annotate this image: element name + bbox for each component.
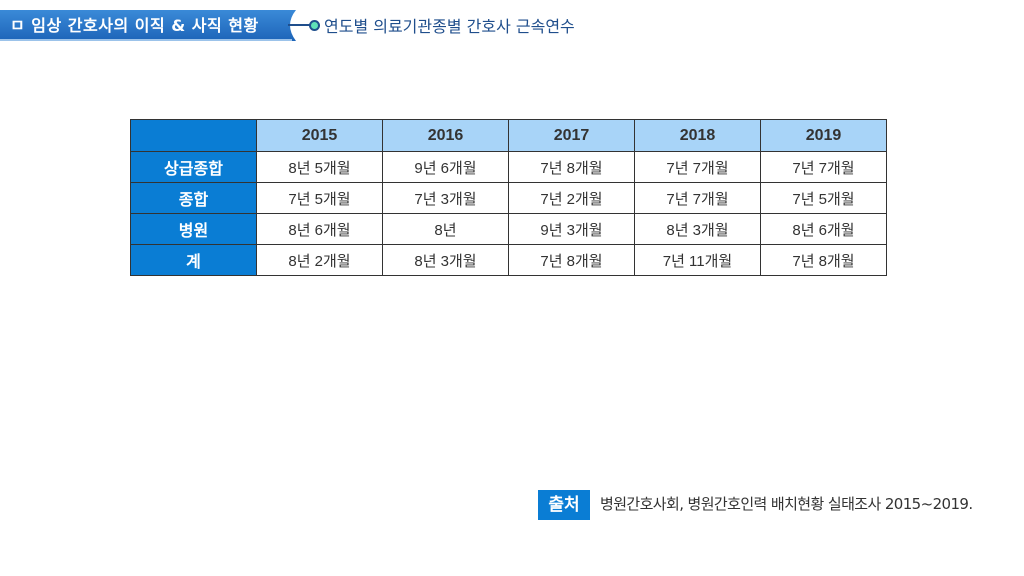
- section-subtitle: 연도별 의료기관종별 간호사 근속연수: [324, 17, 575, 36]
- table-cell: 7년 2개월: [508, 182, 635, 214]
- table-row: 병원 8년 6개월 8년 9년 3개월 8년 3개월 8년 6개월: [130, 213, 887, 245]
- table-cell: 7년 8개월: [508, 151, 635, 183]
- bullet-dot-icon: [309, 20, 320, 31]
- table-cell: 8년 2개월: [256, 244, 383, 276]
- column-header: 2018: [634, 119, 761, 152]
- table-row: 상급종합 8년 5개월 9년 6개월 7년 8개월 7년 7개월 7년 7개월: [130, 151, 887, 183]
- row-header: 상급종합: [130, 151, 257, 183]
- banner-shape: [0, 10, 296, 41]
- connector-line: [288, 24, 312, 26]
- page-title: ㅁ 임상 간호사의 이직 & 사직 현황: [10, 16, 259, 35]
- table-cell: 8년 6개월: [760, 213, 887, 245]
- table-cell: 9년 3개월: [508, 213, 635, 245]
- table-cell: 7년 8개월: [760, 244, 887, 276]
- table-cell: 8년 3개월: [382, 244, 509, 276]
- corner-cell: [130, 119, 257, 152]
- table-row: 종합 7년 5개월 7년 3개월 7년 2개월 7년 7개월 7년 5개월: [130, 182, 887, 214]
- table-cell: 7년 7개월: [634, 151, 761, 183]
- table-cell: 7년 5개월: [256, 182, 383, 214]
- column-header: 2015: [256, 119, 383, 152]
- table-cell: 7년 7개월: [760, 151, 887, 183]
- table-cell: 7년 11개월: [634, 244, 761, 276]
- table-cell: 9년 6개월: [382, 151, 509, 183]
- source-label: 출처: [538, 490, 590, 520]
- table-cell: 8년 3개월: [634, 213, 761, 245]
- row-header: 종합: [130, 182, 257, 214]
- column-header: 2016: [382, 119, 509, 152]
- column-header: 2017: [508, 119, 635, 152]
- row-header: 병원: [130, 213, 257, 245]
- table-row: 계 8년 2개월 8년 3개월 7년 8개월 7년 11개월 7년 8개월: [130, 244, 887, 276]
- table-cell: 7년 7개월: [634, 182, 761, 214]
- source-text: 병원간호사회, 병원간호인력 배치현황 실태조사 2015~2019.: [600, 495, 973, 513]
- table-cell: 7년 5개월: [760, 182, 887, 214]
- table-cell: 8년: [382, 213, 509, 245]
- title-banner: ㅁ 임상 간호사의 이직 & 사직 현황: [0, 10, 296, 41]
- table-cell: 7년 8개월: [508, 244, 635, 276]
- tenure-table: 2015 2016 2017 2018 2019 상급종합 8년 5개월 9년 6개…: [130, 119, 887, 276]
- column-header: 2019: [760, 119, 887, 152]
- row-header: 계: [130, 244, 257, 276]
- table-cell: 8년 5개월: [256, 151, 383, 183]
- table-cell: 7년 3개월: [382, 182, 509, 214]
- table-cell: 8년 6개월: [256, 213, 383, 245]
- table-header-row: 2015 2016 2017 2018 2019: [130, 119, 887, 152]
